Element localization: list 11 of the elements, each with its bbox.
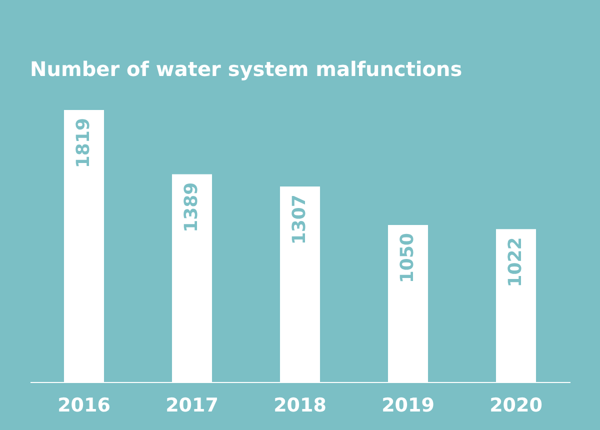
- data-label: 1050: [397, 232, 418, 284]
- data-label: 1307: [289, 194, 310, 245]
- x-tick-label: 2019: [382, 394, 434, 416]
- x-tick-label: 2018: [274, 394, 326, 416]
- data-label: 1389: [181, 182, 202, 232]
- x-tick-label: 2020: [490, 394, 542, 416]
- x-tick-label: 2016: [58, 394, 110, 416]
- data-label: 1022: [505, 237, 526, 288]
- data-label: 1819: [73, 118, 94, 168]
- chart-title: Number of water system malfunctions: [30, 57, 462, 81]
- x-tick-label: 2017: [166, 394, 218, 416]
